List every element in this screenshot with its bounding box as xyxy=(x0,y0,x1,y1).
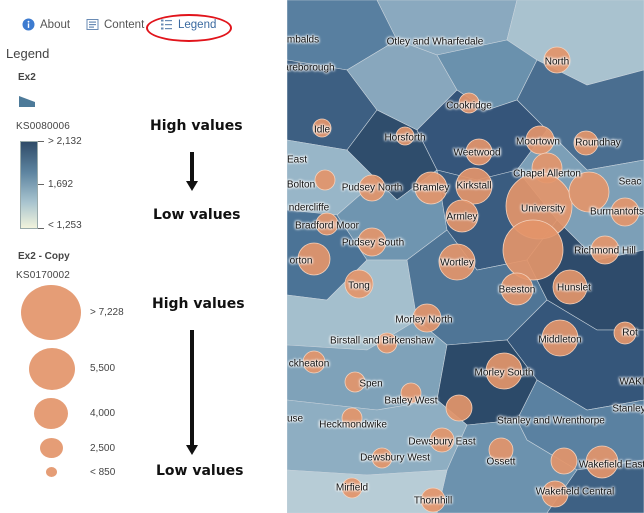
layer1-name: Ex2 xyxy=(18,72,36,83)
map-label: Bradford Moor xyxy=(295,220,359,232)
map-view[interactable]: mbalds Otley and Wharfedale North arebor… xyxy=(287,0,644,513)
map-label: Wakefield East xyxy=(578,459,644,471)
map-label: Pudsey North xyxy=(341,182,403,194)
map-label: ckheaton xyxy=(288,358,330,370)
tab-content-label: Content xyxy=(104,18,145,31)
polygon-symbol-icon xyxy=(18,94,36,113)
map-label: mbalds xyxy=(287,34,320,46)
low-values-annotation-2: Low values xyxy=(156,463,244,479)
map-label: Wakefield Central xyxy=(535,486,615,498)
map-label: East xyxy=(287,154,308,166)
down-arrow-icon xyxy=(186,181,198,191)
size-class-label: > 7,228 xyxy=(90,307,124,318)
map-label: Stanley xyxy=(612,403,644,415)
high-values-annotation-2: High values xyxy=(152,296,245,312)
map-label: Armley xyxy=(446,211,478,223)
map-label: Dewsbury East xyxy=(408,436,476,448)
map-label: University xyxy=(521,203,565,215)
map-label: Bramley xyxy=(412,182,450,194)
down-arrow-icon xyxy=(186,445,198,455)
size-class-circle xyxy=(21,285,81,340)
map-label: Idle xyxy=(313,124,331,136)
size-class-label: 4,000 xyxy=(90,408,116,419)
size-class-circle xyxy=(34,398,68,429)
map-label: Otley and Wharfedale xyxy=(386,36,484,48)
map-label: Chapel Allerton xyxy=(513,168,581,180)
ramp-max-label: > 2,132 xyxy=(48,136,82,147)
ramp-tick-max xyxy=(38,141,44,142)
map-label: Morley North xyxy=(395,314,453,326)
map-label: Pudsey South xyxy=(341,237,405,249)
map-label: ndercliffe xyxy=(288,202,330,214)
map-label: Wortley xyxy=(440,257,474,269)
map-label: Batley West xyxy=(384,395,438,407)
size-class-circle xyxy=(29,348,75,390)
content-icon xyxy=(86,18,99,31)
map-label: Bolton xyxy=(287,179,316,191)
layer1-field: KS0080006 xyxy=(16,121,71,132)
map-label: Seac xyxy=(618,176,642,188)
map-label: WAKI xyxy=(619,376,644,388)
tab-about-label: About xyxy=(40,18,71,31)
legend-tab-highlight xyxy=(146,14,232,42)
legend-panel: About Content Legend Legend Ex2 KS008000… xyxy=(0,0,280,513)
map-label: Rot xyxy=(622,327,638,339)
map-label: Roundhay xyxy=(575,137,621,149)
legend-title: Legend xyxy=(6,46,50,61)
tab-about[interactable]: About xyxy=(22,18,70,31)
tab-content[interactable]: Content xyxy=(86,18,144,31)
size-class-circle xyxy=(40,438,63,458)
map-label: Middleton xyxy=(538,334,582,346)
map-label: orton xyxy=(289,255,313,267)
map-label: Cookridge xyxy=(446,100,492,112)
map-label: Kirkstall xyxy=(456,180,492,192)
map-label: Birstall and Birkenshaw xyxy=(330,335,434,347)
choropleth-layer xyxy=(287,0,644,513)
map-label: Stanley and Wrenthorpe xyxy=(497,415,605,427)
map-label: Ossett xyxy=(486,456,516,468)
map-label: Burmantofts xyxy=(590,206,644,218)
map-label: Dewsbury West xyxy=(360,452,430,464)
map-label: Tong xyxy=(348,280,370,292)
map-label: use xyxy=(287,413,304,425)
map-label: Spen xyxy=(359,378,383,390)
low-values-annotation: Low values xyxy=(153,207,241,223)
size-class-label: 2,500 xyxy=(90,443,116,454)
size-class-circle xyxy=(46,467,57,477)
map-label: Hunslet xyxy=(557,282,591,294)
map-label: Moortown xyxy=(516,136,560,148)
color-ramp xyxy=(20,141,38,229)
map-label: Weetwood xyxy=(453,147,501,159)
map-label: Heckmondwike xyxy=(319,419,387,431)
map-label: Beeston xyxy=(498,284,536,296)
map-label: Horsforth xyxy=(384,132,426,144)
ramp-tick-min xyxy=(38,228,44,229)
map-label: North xyxy=(544,56,570,68)
info-icon xyxy=(22,18,35,31)
high-values-annotation: High values xyxy=(150,118,243,134)
panel-tabs: About Content Legend xyxy=(0,14,280,42)
down-arrow-shaft-2 xyxy=(190,330,194,446)
ramp-mid-label: 1,692 xyxy=(48,179,74,190)
map-label: Mirfield xyxy=(335,482,369,494)
size-class-label: < 850 xyxy=(90,467,116,478)
map-label: Richmond Hill xyxy=(574,245,636,257)
down-arrow-shaft xyxy=(190,152,194,182)
map-label: Morley South xyxy=(474,367,534,379)
ramp-min-label: < 1,253 xyxy=(48,220,82,231)
layer2-name: Ex2 - Copy xyxy=(18,251,70,262)
layer2-field: KS0170002 xyxy=(16,270,71,281)
size-class-label: 5,500 xyxy=(90,363,116,374)
map-label: areborough xyxy=(287,62,335,74)
ramp-tick-mid xyxy=(38,184,44,185)
map-label: Thornhill xyxy=(413,495,453,507)
